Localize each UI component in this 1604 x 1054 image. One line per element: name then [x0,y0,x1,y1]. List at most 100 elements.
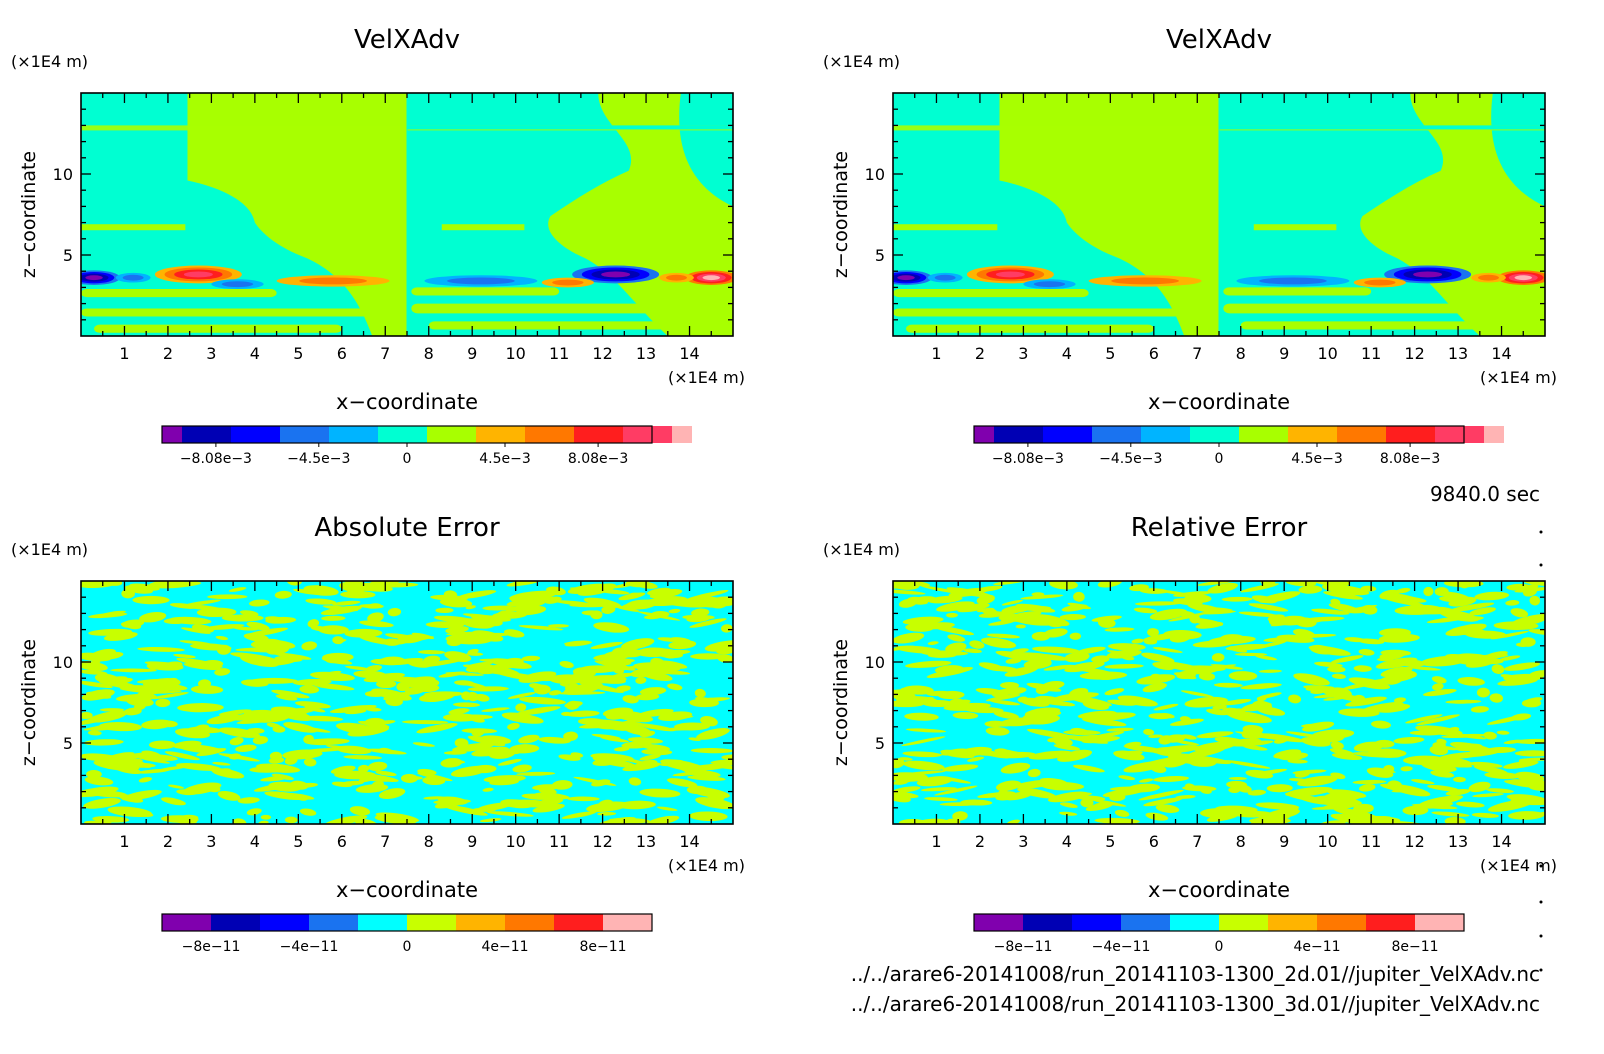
field-region [173,654,196,659]
field-region [137,647,185,652]
field-region [265,616,289,624]
x-axis-label: x−coordinate [1148,390,1290,414]
field-region [1061,792,1092,799]
field-region [299,277,368,285]
field-region [558,691,606,695]
field-region [1436,738,1447,745]
field-region [893,772,928,782]
field-region [1155,804,1180,813]
field-region [1520,637,1536,647]
x-tick-label: 10 [1317,344,1337,363]
x-tick-label: 11 [1361,344,1381,363]
field-region [567,796,600,802]
colorbar-tick-label: −4.5e−3 [1099,451,1162,467]
field-region [613,668,625,674]
field-region [488,667,500,673]
field-region [1242,724,1264,735]
x-tick-label: 6 [1149,832,1159,851]
time-label: 9840.0 sec [1429,482,1540,506]
field-region [159,720,178,728]
field-region [564,701,583,708]
field-region [1014,780,1055,789]
field-region [375,770,397,776]
x-axis-label: x−coordinate [336,390,478,414]
field-region [686,615,711,623]
field-region [1489,693,1504,703]
field-region [1330,772,1346,780]
file-path-1: ../../arare6-20141008/run_20141103-1300_… [850,962,1540,986]
field-region [1226,780,1248,789]
field-region [1250,768,1288,777]
field-region [691,608,710,617]
field-region [456,590,497,599]
field-region [1152,662,1175,671]
field-region [1067,602,1091,610]
field-region [934,785,978,796]
field-region [1059,614,1086,621]
field-region [1180,690,1214,698]
colorbar-swatch [182,426,231,443]
field-region [940,748,968,756]
field-region [1364,279,1396,286]
field-region [344,628,383,638]
field-region [1405,714,1443,724]
marker-dot [1539,900,1543,904]
field-region [1367,748,1407,758]
field-region [325,745,355,751]
x-scale-label: (×1E4 m) [668,368,745,387]
x-tick-label: 11 [549,832,569,851]
field-region [986,633,1020,639]
field-region [639,754,661,761]
field-region [1330,655,1364,664]
field-region [438,671,466,678]
x-tick-label: 7 [380,832,390,851]
field-region [561,811,597,819]
field-region [271,773,294,781]
field-region [1121,655,1135,661]
field-region [639,730,656,738]
field-region [1138,789,1184,801]
field-region [1393,736,1425,744]
x-tick-label: 5 [293,832,303,851]
field-region [1352,779,1387,785]
field-region [549,674,586,685]
field-region [983,607,998,617]
field-region [330,765,356,774]
field-region [467,686,509,692]
field-region [1379,628,1412,637]
field-region [299,808,317,816]
field-region [235,744,257,752]
field-region [1091,655,1110,664]
field-region [893,632,925,644]
field-region [1207,582,1238,594]
field-region [1403,755,1446,765]
field-region [532,784,561,791]
field-region [1258,669,1282,673]
field-region [1154,747,1182,757]
field-region [1211,653,1225,662]
marker-dot [1539,530,1543,534]
field-region [1251,812,1292,824]
field-region [579,665,617,674]
field-region [479,818,502,823]
field-region [507,722,520,730]
field-region [235,647,272,652]
field-region [474,693,490,702]
field-region [538,736,571,744]
field-region [1069,632,1082,640]
x-tick-label: 6 [337,344,347,363]
field-region [1247,789,1267,796]
field-region [1252,700,1273,711]
x-tick-label: 6 [337,832,347,851]
field-region [1208,635,1256,645]
field-region [1057,749,1092,762]
field-region [1082,700,1110,711]
field-region [628,737,663,744]
y-tick-label: 10 [53,165,73,184]
field-region [1348,677,1391,690]
x-tick-label: 4 [250,832,260,851]
field-region [985,726,1010,736]
field-region [1483,731,1497,740]
field-region [685,598,700,605]
colorbar-tick-label: 8e−11 [579,939,626,955]
